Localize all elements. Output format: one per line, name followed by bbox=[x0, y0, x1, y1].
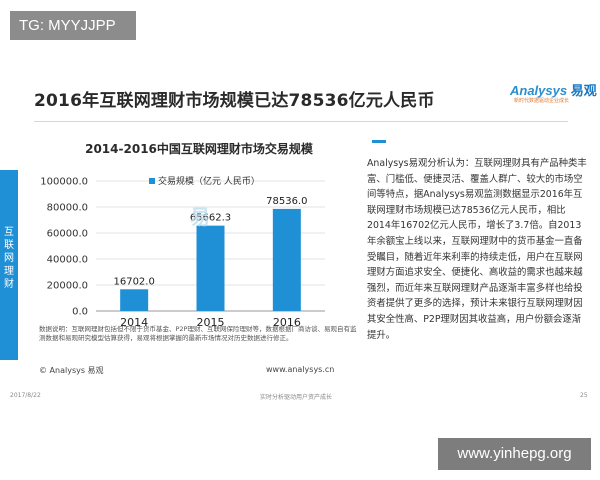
y-tick-label: 20000.0 bbox=[47, 281, 88, 292]
site-watermark: www.yinhepg.org bbox=[438, 438, 591, 470]
y-tick-label: 40000.0 bbox=[47, 255, 88, 266]
bar-value-label: 65662.3 bbox=[190, 213, 231, 224]
x-tick-label: 2015 bbox=[197, 316, 225, 329]
footer-slogan: 实时分析驱动用户资产成长 bbox=[260, 394, 333, 401]
footer-date: 2017/8/22 bbox=[10, 392, 41, 399]
analysis-text: Analysys易观分析认为：互联网理财具有产品种类丰富、门槛低、便捷灵活、覆盖… bbox=[367, 158, 587, 341]
title-divider bbox=[34, 121, 568, 122]
bar-value-label: 16702.0 bbox=[113, 276, 154, 287]
section-side-label: 互联网理财 bbox=[4, 227, 14, 290]
bar bbox=[196, 225, 225, 311]
bar bbox=[120, 289, 149, 311]
bar bbox=[272, 208, 301, 311]
y-tick-label: 80000.0 bbox=[47, 203, 88, 214]
chart-notes: 数据说明：互联网理财包括但不限于货币基金、P2P理财、互联网保险理财等，数据根据… bbox=[39, 325, 357, 342]
section-side-tab bbox=[0, 170, 18, 360]
legend-swatch bbox=[149, 178, 155, 184]
legend-label: 交易规模（亿元 人民币） bbox=[158, 175, 260, 187]
chart-watermark: 易 bbox=[190, 205, 210, 229]
analysis-accent bbox=[372, 140, 386, 143]
page-number: 25 bbox=[580, 392, 588, 399]
logo-name-cn: 易观 bbox=[570, 83, 597, 98]
logo-tagline: 新时代数据驱动企业成长 bbox=[514, 98, 570, 104]
x-tick-label: 2014 bbox=[120, 316, 148, 329]
y-tick-label: 0.0 bbox=[72, 307, 88, 318]
logo-name-en: Analysys bbox=[510, 83, 568, 98]
copyright: © Analysys 易观 bbox=[39, 366, 104, 375]
y-tick-label: 100000.0 bbox=[40, 177, 88, 188]
page-title: 2016年互联网理财市场规模已达78536亿元人民币 bbox=[34, 91, 435, 111]
source-url: www.analysys.cn bbox=[266, 365, 335, 374]
telegram-watermark: TG: MYYJJPP bbox=[10, 11, 136, 40]
bar-value-label: 78536.0 bbox=[266, 196, 307, 207]
y-tick-label: 60000.0 bbox=[47, 229, 88, 240]
chart-title: 2014-2016中国互联网理财市场交易规模 bbox=[85, 142, 313, 156]
analysys-logo: Analysys 易观 bbox=[510, 80, 597, 99]
x-tick-label: 2016 bbox=[273, 316, 301, 329]
